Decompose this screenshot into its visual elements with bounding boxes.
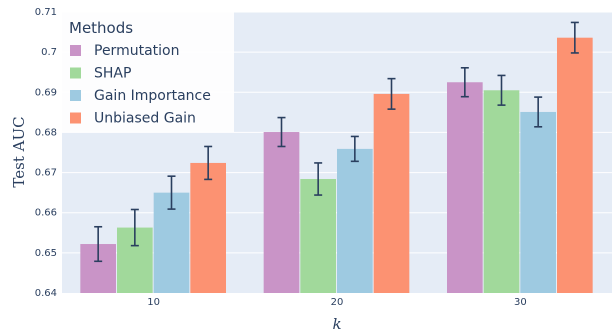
y-tick-label: 0.67 (35, 168, 57, 179)
y-tick-label: 0.64 (35, 288, 57, 299)
legend-swatch (70, 67, 81, 79)
y-axis-ticks: 0.64 0.65 0.66 0.67 0.68 0.69 0.7 0.71 (35, 7, 57, 299)
legend-title: Methods (69, 19, 133, 37)
x-axis-title: k (332, 315, 341, 333)
y-tick-label: 0.66 (35, 208, 57, 219)
bar (337, 148, 373, 293)
y-tick-label: 0.68 (35, 127, 57, 138)
legend-label: Unbiased Gain (94, 111, 196, 127)
legend: Methods Permutation SHAP Gain Importance Un… (62, 12, 234, 132)
y-tick-label: 0.69 (35, 87, 57, 98)
bar (373, 93, 410, 294)
bar (483, 90, 520, 294)
legend-label: Permutation (94, 43, 179, 59)
legend-swatch (70, 45, 81, 56)
legend-background (62, 12, 234, 132)
bar (557, 37, 593, 293)
y-axis-title: Test AUC (10, 116, 28, 187)
error-bars-group (94, 21, 579, 263)
y-tick-label: 0.71 (35, 7, 57, 18)
x-tick-label: 30 (514, 297, 527, 308)
x-tick-label: 10 (147, 297, 160, 308)
bar (190, 162, 226, 293)
bar (520, 111, 556, 293)
bar (300, 178, 336, 293)
y-tick-label: 0.65 (35, 248, 57, 259)
x-tick-label: 20 (331, 297, 344, 308)
legend-label: Gain Importance (94, 88, 211, 104)
y-tick-label: 0.7 (41, 47, 57, 58)
legend-swatch (70, 90, 81, 101)
x-axis-ticks: 10 20 30 (147, 297, 526, 308)
bar (447, 82, 483, 293)
legend-swatch (70, 112, 81, 124)
legend-label: SHAP (94, 66, 131, 82)
bar (263, 132, 300, 293)
